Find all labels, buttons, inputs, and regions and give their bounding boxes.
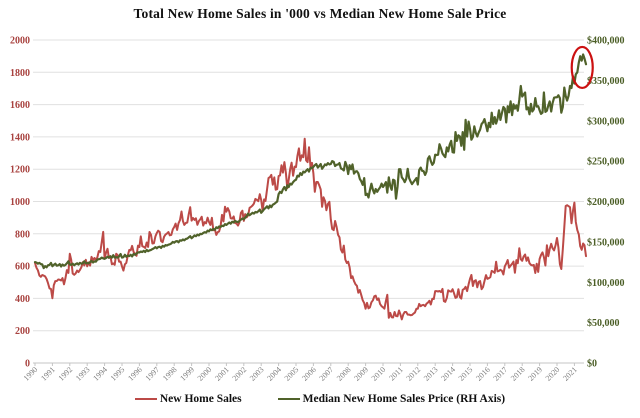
gridlines [33,39,584,364]
legend-swatch-red-line [134,397,157,401]
y-left-tick-label: 1200 [10,165,30,176]
x-tick-label: 2010 [370,365,388,383]
series-line-median-price [33,53,588,270]
y-right-tick-label: $350,000 [587,76,625,87]
y-left-tick-label: 0 [25,359,30,370]
x-tick-label: 2020 [544,365,562,383]
chart-title: Total New Home Sales in '000 vs Median N… [133,6,507,21]
y-left-tick-label: 400 [15,294,30,305]
x-tick-label: 1994 [91,365,109,383]
legend-item-median-price: Median New Home Sales Price (RH Axis) [277,393,506,405]
x-tick-label: 1993 [74,365,92,383]
x-tick-label: 2017 [492,365,510,383]
legend-item-new-home-sales: New Home Sales [134,393,242,405]
x-tick-label: 1997 [144,365,162,383]
x-tick-label: 2008 [335,365,353,383]
y-left-tick-label: 800 [15,229,30,240]
legend-label-median-price: Median New Home Sales Price (RH Axis) [302,393,506,405]
y-right-tick-label: $150,000 [587,237,625,248]
x-tick-label: 2000 [196,365,214,383]
x-tick-label: 2016 [474,365,492,383]
y-right-tick-label: $0 [587,359,597,370]
highlight-ellipse [570,45,594,90]
series-line-new-home-sales [34,137,587,321]
x-tick-label: 2001 [213,365,231,383]
x-tick-label: 2009 [352,365,370,383]
y-left-tick-label: 200 [15,326,30,337]
x-tick-label: 1992 [57,365,75,383]
x-tick-label: 2005 [283,365,301,383]
y-left-tick-label: 1600 [10,100,30,111]
x-tick-label: 1998 [161,365,179,383]
y-left-tick-label: 1000 [10,197,30,208]
x-tick-label: 2004 [265,365,283,383]
y-right-tick-label: $200,000 [587,197,625,208]
x-tick-label: 2021 [561,365,579,383]
x-tick-label: 2015 [457,365,475,383]
y-left-tick-label: 1400 [10,132,30,143]
x-tick-label: 2012 [405,365,423,383]
x-tick-label: 1999 [178,365,196,383]
x-tick-label: 2014 [439,365,457,383]
x-tick-label: 2006 [300,365,318,383]
y-left-tick-label: 600 [15,262,30,273]
series-lines [33,53,588,321]
legend-swatch-green-line [277,397,300,401]
y-right-tick-label: $100,000 [587,278,625,289]
x-tick-label: 2007 [318,365,336,383]
y-left-tick-label: 1800 [10,68,30,79]
y-axis-right: $0 $50,000 $100,000 $150,000 $200,000 $250,00… [587,36,625,370]
x-tick-label: 2011 [387,365,404,382]
y-left-tick-label: 2000 [10,36,30,47]
x-tick-label: 1991 [39,365,57,383]
x-tick-label: 2013 [422,365,440,383]
x-tick-label: 2002 [231,365,249,383]
legend: New Home Sales Median New Home Sales Pri… [0,393,640,405]
y-right-tick-label: $400,000 [587,36,625,47]
y-axis-left: 0 200 400 600 800 1000 1200 1400 1600 1800 2000 [10,36,30,370]
y-right-tick-label: $300,000 [587,116,625,127]
y-right-tick-label: $250,000 [587,157,625,168]
y-right-tick-label: $50,000 [587,318,620,329]
x-tick-label: 1995 [109,365,127,383]
x-tick-label: 2003 [248,365,266,383]
x-tick-label: 1996 [126,365,144,383]
annotation-ellipse [570,45,594,90]
legend-label-new-home-sales: New Home Sales [159,393,242,405]
x-tick-label: 2018 [509,365,527,383]
x-axis: 1990 1991 1992 1993 1994 1995 1996 1997 1998 1999… [22,363,579,383]
x-tick-label: 2019 [526,365,544,383]
